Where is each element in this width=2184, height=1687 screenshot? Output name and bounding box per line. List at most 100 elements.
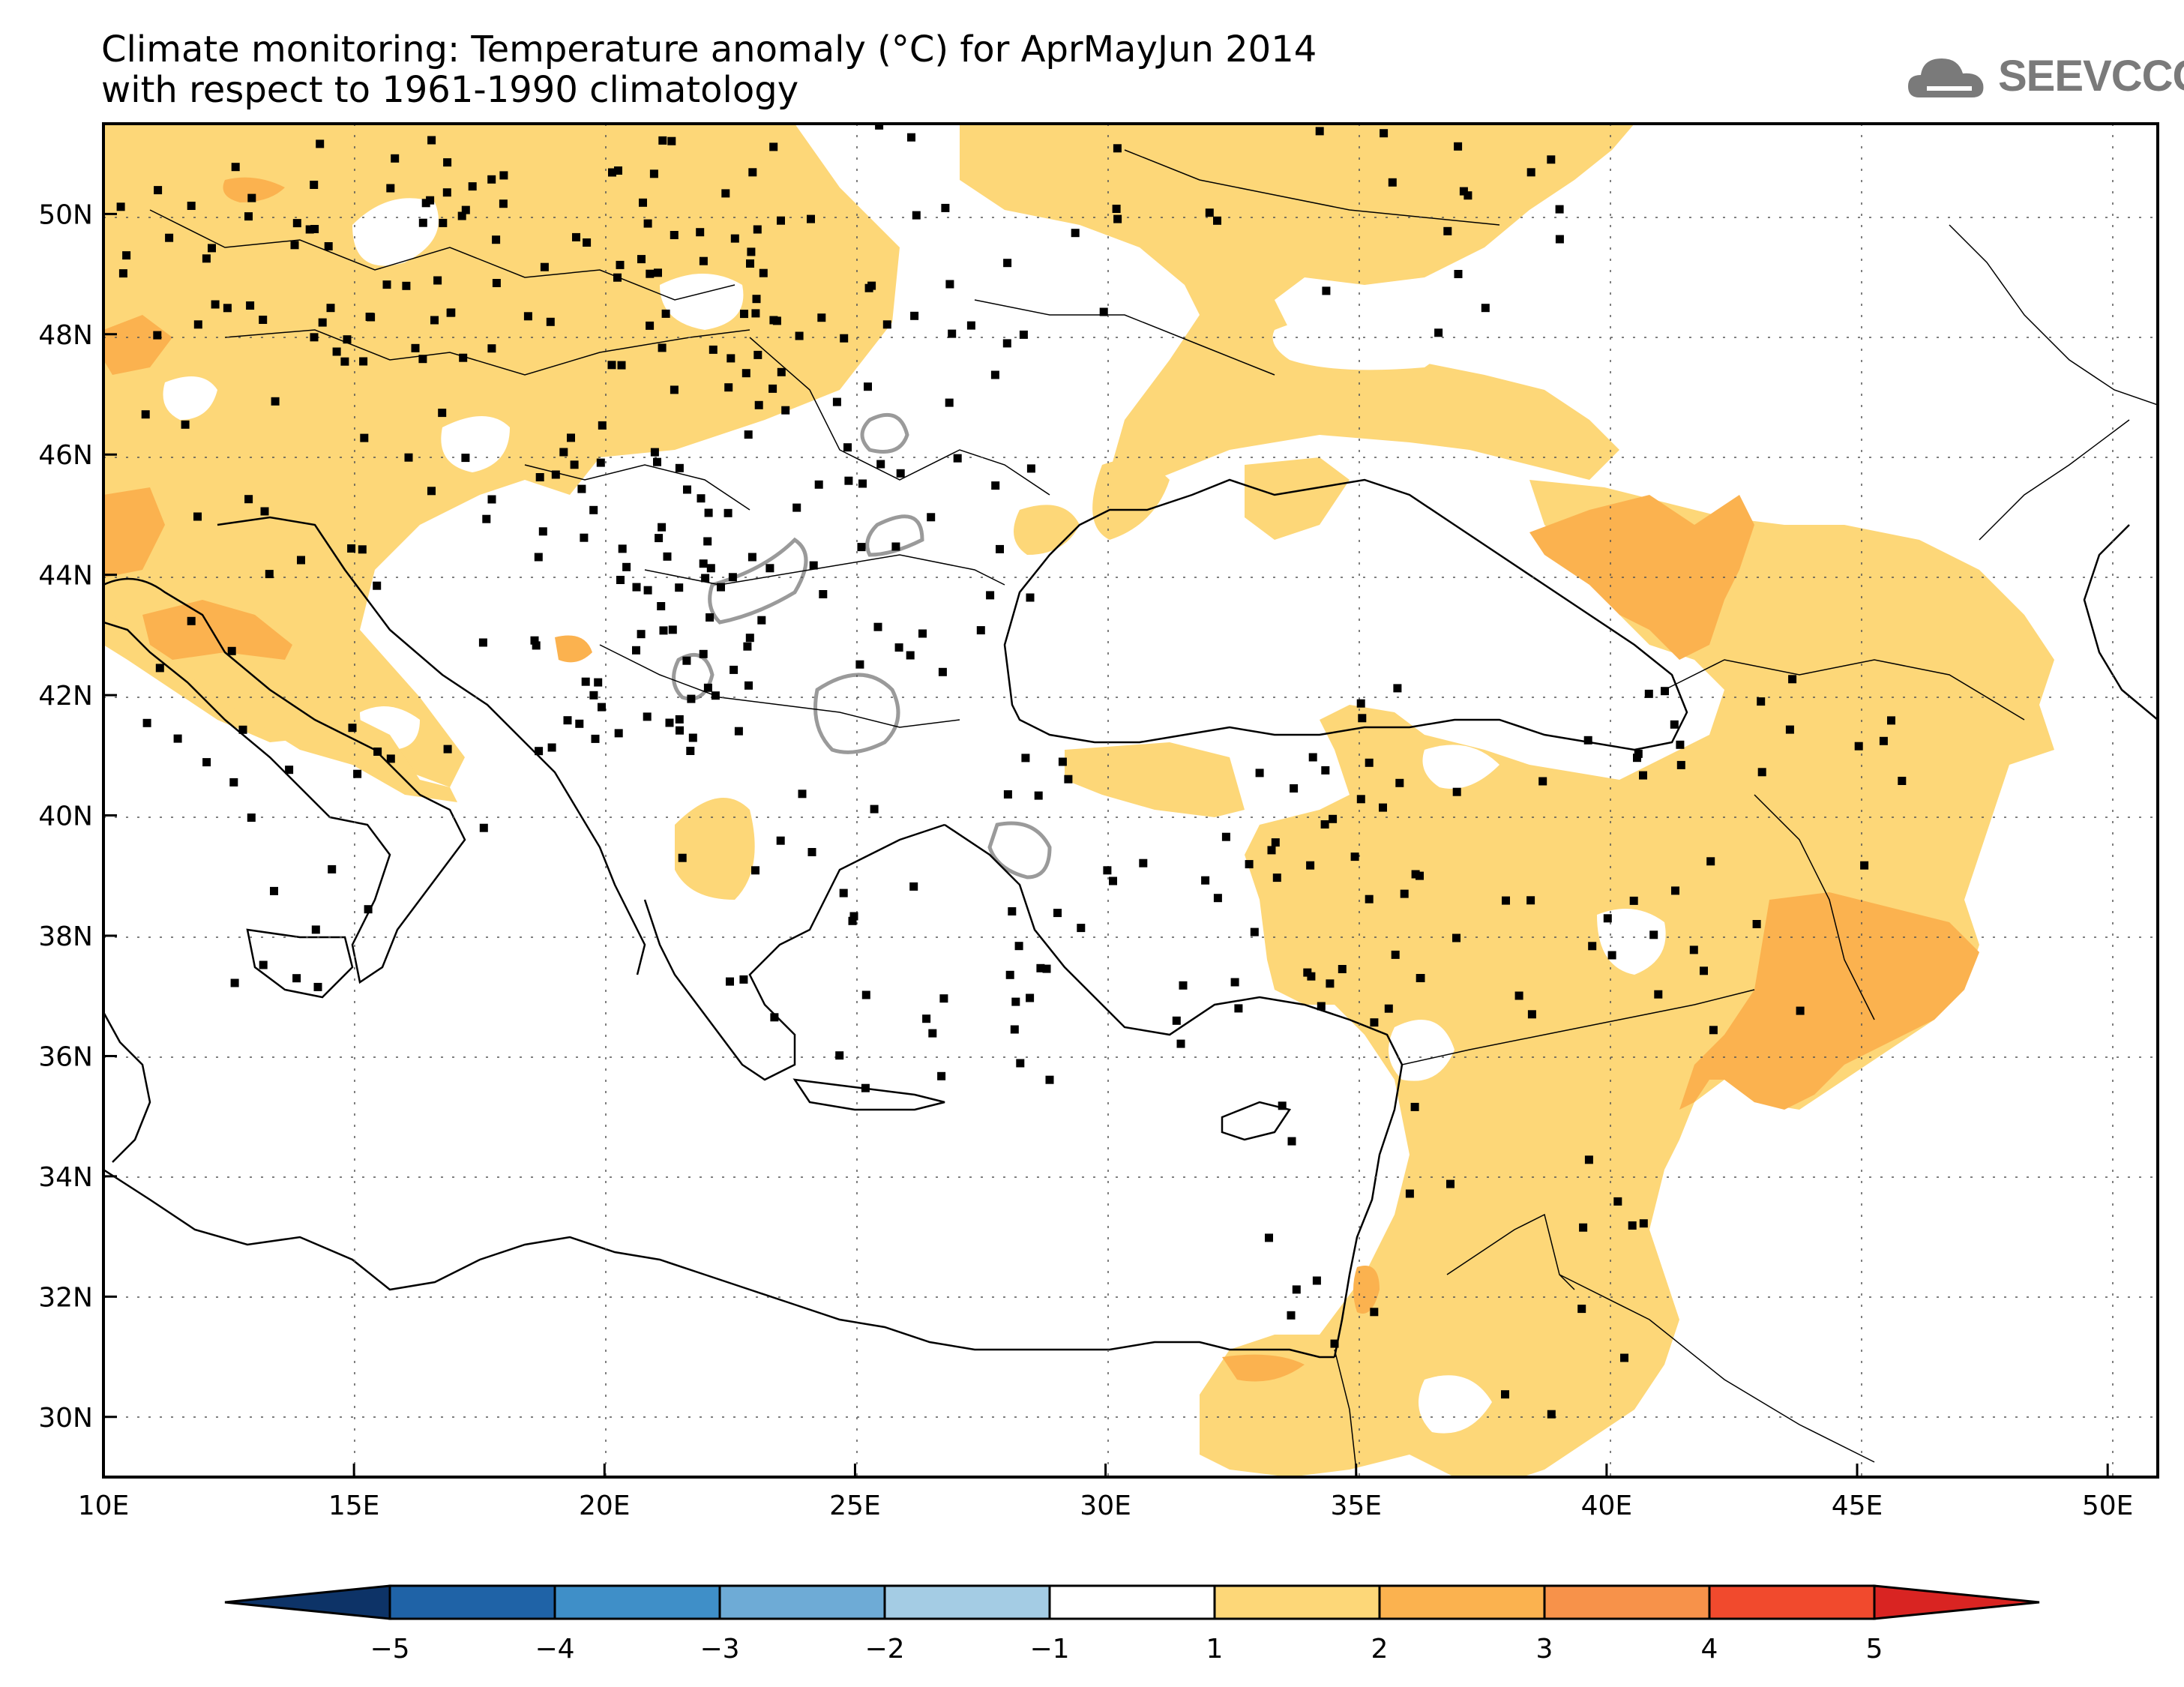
station-marker: [759, 268, 768, 277]
station-marker: [616, 576, 625, 584]
station-marker: [1064, 775, 1073, 784]
station-marker: [746, 259, 754, 268]
station-marker: [945, 280, 954, 289]
station-marker: [776, 836, 785, 845]
station-marker: [534, 553, 543, 562]
station-marker: [848, 916, 857, 925]
station-marker: [1384, 1004, 1393, 1013]
station-marker: [857, 543, 866, 552]
logo-text: SEEVCCC: [1998, 52, 2184, 100]
station-marker: [478, 638, 487, 647]
station-marker: [1452, 933, 1460, 942]
contour-lines: [672, 412, 1052, 879]
station-marker: [1538, 777, 1547, 786]
station-marker: [835, 1051, 844, 1060]
station-marker: [807, 848, 816, 856]
station-marker: [426, 196, 435, 205]
station-marker: [807, 214, 815, 223]
station-marker: [768, 384, 777, 393]
station-marker: [1350, 852, 1359, 861]
station-marker: [658, 343, 667, 352]
station-marker: [581, 677, 590, 686]
station-marker: [202, 758, 211, 767]
station-marker: [1527, 1010, 1536, 1019]
station-marker: [1245, 860, 1254, 869]
station-marker: [622, 562, 631, 571]
anomaly-shading: [103, 124, 2054, 1477]
station-marker: [939, 994, 948, 1003]
station-marker: [855, 660, 864, 669]
station-marker: [1003, 259, 1012, 268]
station-marker: [1317, 1002, 1326, 1011]
station-marker: [1303, 968, 1312, 977]
station-marker: [1454, 142, 1463, 151]
station-marker: [430, 316, 439, 325]
station-marker: [655, 534, 664, 543]
anomaly-region-north: [960, 124, 1634, 502]
station-marker: [937, 1071, 946, 1080]
station-marker: [247, 814, 256, 822]
station-marker: [632, 583, 641, 592]
station-marker: [654, 268, 662, 277]
station-marker: [238, 725, 247, 734]
station-marker: [438, 409, 447, 418]
station-marker: [1443, 226, 1452, 235]
station-marker: [777, 216, 785, 225]
colorbar-bin: [1048, 1584, 1216, 1620]
station-marker: [607, 361, 616, 370]
station-marker: [154, 186, 163, 195]
station-marker: [310, 181, 319, 189]
station-marker: [675, 583, 684, 592]
station-marker: [696, 228, 705, 237]
lon-tick-label: 30E: [1080, 1491, 1131, 1521]
station-marker: [202, 254, 211, 263]
station-marker: [359, 357, 368, 366]
station-marker: [1547, 155, 1556, 164]
station-marker: [996, 544, 1004, 553]
borders: [149, 149, 2158, 1477]
station-marker: [1112, 205, 1121, 213]
station-marker: [632, 646, 640, 655]
station-marker: [487, 175, 496, 184]
station-marker: [709, 345, 718, 354]
station-marker: [1099, 307, 1108, 316]
station-marker: [686, 747, 695, 755]
station-marker: [688, 733, 697, 742]
station-marker: [1879, 736, 1888, 745]
station-marker: [1577, 1305, 1586, 1314]
station-marker: [457, 211, 466, 220]
station-marker: [1008, 907, 1017, 915]
station-marker: [1379, 803, 1387, 812]
station-marker: [487, 344, 496, 353]
station-marker: [567, 433, 575, 442]
station-marker: [155, 664, 164, 673]
station-marker: [1201, 876, 1210, 885]
station-marker: [1172, 1016, 1181, 1025]
station-marker: [391, 154, 400, 163]
station-marker: [1026, 593, 1035, 602]
station-marker: [1021, 754, 1030, 763]
station-marker: [418, 218, 427, 227]
station-marker: [1005, 970, 1014, 979]
lat-tick-label: 36N: [38, 1041, 93, 1072]
station-marker: [589, 505, 598, 514]
station-marker: [1709, 1026, 1718, 1035]
station-marker: [1308, 753, 1317, 762]
station-marker: [142, 718, 151, 727]
station-marker: [1278, 1101, 1287, 1110]
station-marker: [1272, 873, 1281, 882]
station-marker: [683, 485, 691, 494]
station-markers: [116, 124, 1907, 1419]
station-marker: [559, 448, 568, 457]
station-marker: [285, 766, 294, 775]
station-marker: [479, 823, 488, 832]
colorbar-bin: [388, 1584, 556, 1620]
station-marker: [882, 320, 891, 329]
station-marker: [1628, 1221, 1637, 1230]
station-marker: [259, 960, 268, 969]
station-marker: [1292, 1285, 1301, 1294]
graticule: [103, 124, 2158, 1477]
lon-tick-label: 25E: [829, 1491, 881, 1521]
station-marker: [704, 508, 713, 517]
station-marker: [643, 712, 652, 721]
